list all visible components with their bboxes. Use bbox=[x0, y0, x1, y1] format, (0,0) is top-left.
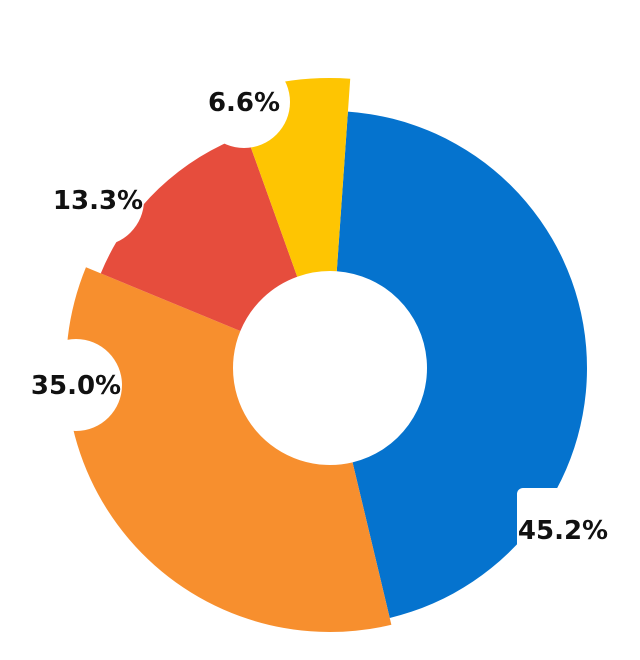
data-label-2: 13.3% bbox=[53, 186, 143, 216]
data-label-1: 35.0% bbox=[31, 371, 121, 401]
label-bg-1 bbox=[30, 339, 122, 431]
slice-1 bbox=[65, 267, 392, 633]
data-labels-group: 45.2% 35.0% 13.3% 6.6% bbox=[31, 88, 608, 546]
label-backgrounds bbox=[30, 56, 609, 572]
data-label-3: 6.6% bbox=[208, 88, 280, 118]
label-bg-0 bbox=[517, 488, 609, 572]
data-label-0: 45.2% bbox=[518, 516, 608, 546]
slices-group bbox=[65, 78, 588, 633]
slice-2 bbox=[100, 134, 298, 331]
label-bg-2 bbox=[52, 154, 144, 246]
label-bg-3 bbox=[198, 56, 290, 148]
